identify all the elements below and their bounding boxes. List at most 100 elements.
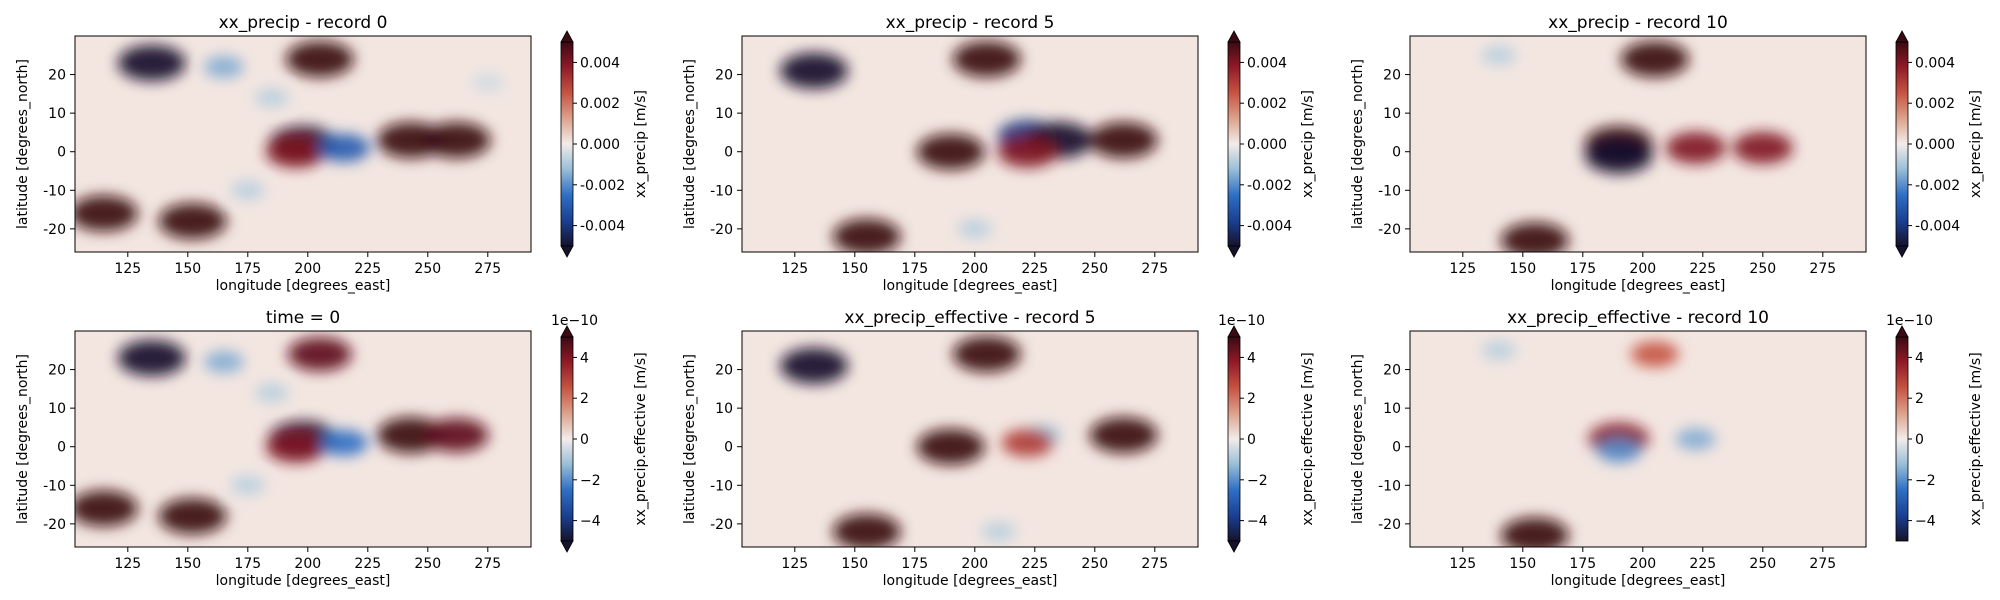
x-tick-label: 275: [1141, 556, 1168, 572]
y-tick-label: -20: [43, 222, 66, 238]
x-tick-label: 150: [1509, 556, 1536, 572]
colorbar-gradient: [561, 42, 573, 246]
y-tick-label: -10: [43, 183, 66, 199]
colorbar-tick-label: 4: [1915, 350, 1924, 366]
colorbar-tick-label: 4: [1247, 350, 1256, 366]
axes-frame: [1409, 35, 1867, 253]
panel-title: xx_precip - record 5: [886, 13, 1055, 33]
x-tick-label: 200: [1629, 556, 1656, 572]
x-tick-label: 125: [1449, 556, 1476, 572]
y-tick-label: 20: [715, 68, 733, 84]
y-tick-label: 0: [57, 440, 66, 456]
y-tick-label: 10: [1383, 401, 1401, 417]
axes-frame: [74, 35, 532, 253]
y-tick-label: -10: [1378, 183, 1401, 199]
y-axis-label: latitude [degrees_north]: [1350, 59, 1366, 229]
y-tick-label: 10: [715, 106, 733, 122]
x-tick-label: 200: [294, 261, 321, 277]
colorbar-exponent: 1e−10: [1886, 313, 1933, 329]
x-tick-label: 275: [474, 556, 501, 572]
y-axis-label: latitude [degrees_north]: [15, 59, 31, 229]
colorbar-tick-label: 0.002: [1915, 96, 1955, 112]
x-tick-label: 275: [1809, 261, 1836, 277]
colorbar-extend-min: [1895, 245, 1909, 258]
field-feature-7: [832, 218, 901, 252]
colorbar-tick-label: 0: [1915, 432, 1924, 448]
x-tick-label: 175: [901, 556, 928, 572]
colorbar-label: xx_precip [m/s]: [1300, 90, 1316, 198]
field-feature-6: [832, 513, 901, 547]
field-blobs: [75, 337, 489, 535]
colorbar-gradient: [1228, 42, 1240, 246]
x-tick-label: 150: [1509, 261, 1536, 277]
x-tick-label: 125: [114, 261, 141, 277]
colorbar-tick-label: 0.002: [580, 96, 620, 112]
field-feature-3: [1596, 438, 1641, 463]
field: [780, 41, 1158, 252]
field-feature-3: [254, 383, 289, 403]
colorbar-tick-label: 0: [580, 432, 589, 448]
y-tick-label: 0: [57, 145, 66, 161]
y-tick-label: -10: [43, 478, 66, 494]
y-axis-label: latitude [degrees_north]: [1350, 354, 1366, 524]
x-tick-label: 125: [781, 261, 808, 277]
colorbar: −4 −2 0 2 4 xx_precip.effective [m/s] 1e−10: [551, 313, 649, 553]
panel-4: xx_precip_effective - record 5 125 150 175 2…: [682, 308, 1316, 589]
field-feature-5: [1732, 131, 1793, 164]
x-tick-label: 125: [114, 556, 141, 572]
field-feature-6: [317, 133, 370, 162]
field: [75, 337, 489, 535]
y-tick-label: 10: [48, 106, 66, 122]
colorbar-label: xx_precip [m/s]: [633, 90, 649, 198]
field-blobs: [1481, 340, 1716, 547]
y-axis-label: latitude [degrees_north]: [682, 59, 698, 229]
colorbar-label: xx_precip.effective [m/s]: [1968, 352, 1984, 525]
field-feature-6: [1500, 222, 1569, 252]
field-feature-1: [952, 41, 1021, 78]
y-tick-label: -20: [710, 222, 733, 238]
x-tick-label: 275: [1141, 261, 1168, 277]
field-feature-8: [957, 219, 992, 239]
y-tick-label: 20: [48, 68, 66, 84]
x-tick-label: 200: [961, 556, 988, 572]
colorbar: -0.004 -0.002 0.000 0.002 0.004 xx_precip [m/…: [560, 30, 649, 258]
y-tick-label: -10: [710, 478, 733, 494]
colorbar-tick-label: −2: [1247, 473, 1268, 489]
field-feature-6: [319, 429, 368, 456]
y-tick-label: 20: [1383, 68, 1401, 84]
colorbar-tick-label: 0.000: [1247, 137, 1287, 153]
colorbar: -0.004 -0.002 0.000 0.002 0.004 xx_precip [m/…: [1895, 30, 1984, 258]
field-feature-1: [1620, 41, 1689, 78]
x-tick-label: 200: [961, 261, 988, 277]
x-axis-label: longitude [degrees_east]: [216, 573, 391, 589]
x-tick-label: 225: [1021, 261, 1048, 277]
field-feature-4: [1001, 428, 1054, 457]
x-tick-label: 275: [1809, 556, 1836, 572]
colorbar-gradient: [561, 337, 573, 541]
y-tick-label: -10: [1378, 478, 1401, 494]
colorbar-label: xx_precip.effective [m/s]: [1300, 352, 1316, 525]
field-feature-4: [1675, 428, 1716, 450]
field-feature-10: [158, 498, 227, 535]
x-axis-label: longitude [degrees_east]: [1551, 573, 1726, 589]
field-feature-5: [1089, 417, 1158, 454]
field-feature-1: [952, 336, 1021, 373]
colorbar-tick-label: -0.004: [580, 219, 625, 235]
colorbar-tick-label: 2: [580, 391, 589, 407]
colorbar-extend-max: [560, 30, 574, 43]
y-tick-label: -20: [710, 517, 733, 533]
x-tick-label: 225: [354, 556, 381, 572]
panel-title: xx_precip_effective - record 5: [844, 308, 1095, 328]
field-feature-2: [916, 133, 985, 170]
colorbar-extend-max: [1895, 30, 1909, 43]
colorbar-extend-min: [1227, 245, 1241, 258]
x-tick-label: 250: [1749, 556, 1776, 572]
field-feature-11: [230, 475, 265, 495]
field-feature-9: [75, 490, 138, 527]
field-feature-7: [377, 417, 445, 454]
x-tick-label: 225: [1689, 556, 1716, 572]
colorbar-tick-label: -0.002: [580, 178, 625, 194]
panel-title: xx_precip - record 0: [219, 13, 388, 33]
